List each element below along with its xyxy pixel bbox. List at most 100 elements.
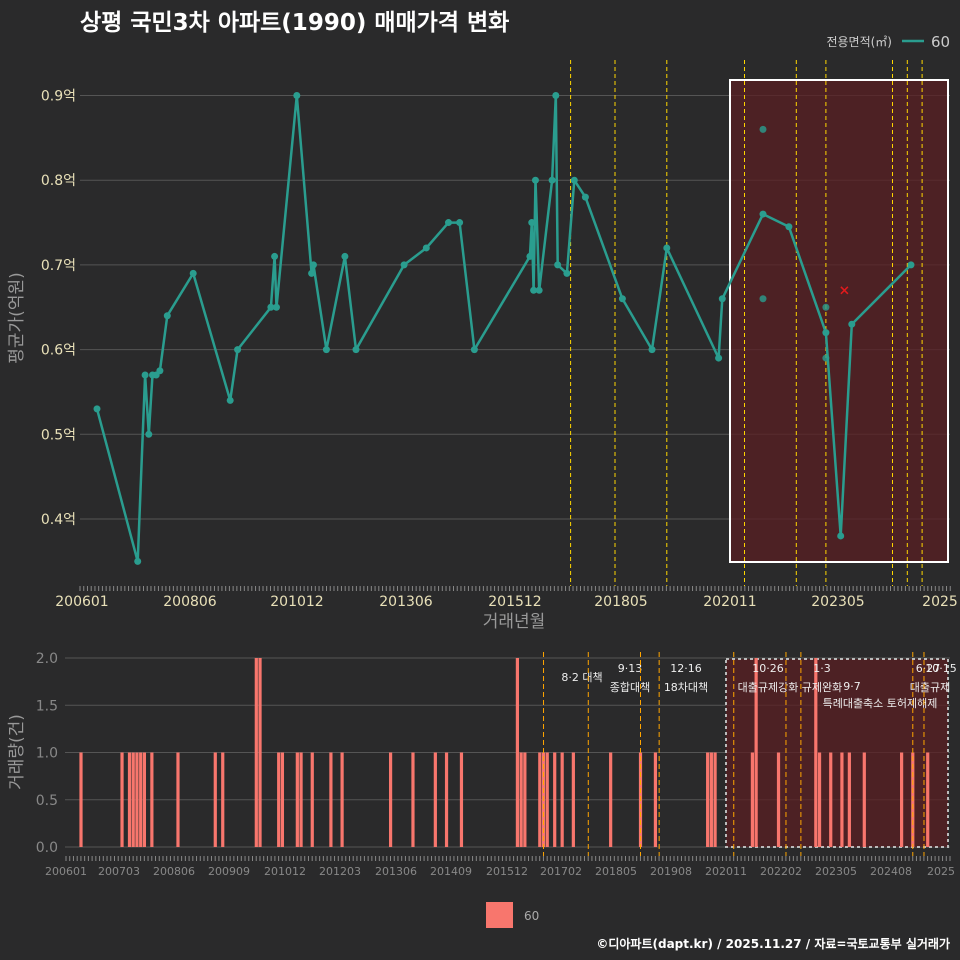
volume-bar [571,752,575,847]
bottom-x-tick-label: 201512 [486,865,528,878]
price-point [528,219,536,227]
volume-bar [609,752,613,847]
price-point [341,252,349,260]
price-point [267,303,275,311]
price-outlier-point [759,125,767,133]
top-x-axis: 200601 200806 201012 201306 201512 201805 2020… [55,586,958,610]
top-y-tick-label: 0.7억 [41,258,76,274]
price-point [785,223,793,231]
volume-bar [459,752,464,847]
footer-credit: ©디아파트(dapt.kr) / 2025.11.27 / 자료=국토교통부 실… [596,936,950,951]
volume-bar [79,752,83,847]
volume-bar [545,752,549,847]
volume-bar [847,752,851,847]
policy-label: 특례대출축소 토허제해제 [823,696,938,710]
bottom-x-tick-label: 201908 [650,865,692,878]
price-point [400,261,408,269]
top-y-tick-label: 0.4억 [41,512,76,528]
volume-bar [754,658,758,847]
price-point [156,367,164,375]
price-point [322,346,330,354]
volume-bar [295,752,299,847]
top-highlight-box [729,79,949,563]
bottom-y-axis-label: 거래량(건) [7,714,27,790]
price-outlier-point [822,303,830,311]
price-point [618,295,626,303]
volume-bar [817,752,822,847]
top-x-tick-label: 200806 [163,594,217,610]
top-x-tick-label: 202011 [703,594,756,610]
volume-bar [254,658,258,847]
bottom-legend-label: 60 [524,909,539,923]
volume-bar [176,752,180,847]
bottom-x-tick-label: 202305 [815,865,857,878]
volume-bar [131,752,135,847]
top-x-tick-label: 201512 [488,594,541,610]
bottom-x-axis: 200601 200703 200806 200909 201012 201203 2013… [45,856,955,878]
policy-label: 8·2 대책 [561,671,602,684]
volume-bar [653,752,658,847]
top-y-tick-label: 0.9억 [41,89,76,105]
volume-bar [750,752,754,847]
bottom-x-tick-label: 202408 [870,865,912,878]
policy-label: 10·15 [925,662,957,675]
top-gridlines [80,95,950,520]
price-point [293,92,301,99]
bottom-x-tick-label: 201409 [430,865,472,878]
cancelled-trade-marker [840,286,849,295]
price-point [470,346,478,354]
volume-bar [280,752,285,847]
price-point [271,252,279,260]
price-point [848,320,856,328]
bottom-highlight-region [725,658,949,848]
price-point [456,219,464,227]
bottom-x-tick-label: 200703 [98,865,140,878]
bottom-y-tick-label: 2.0 [36,651,58,667]
price-point [189,269,197,277]
legend-label: 60 [931,33,950,51]
top-policy-lines [570,60,923,586]
volume-bar [538,752,542,847]
volume-bar [523,752,527,847]
price-point [93,405,101,413]
policy-label: 9·7 [843,680,861,693]
volume-bar [862,752,866,847]
policy-label: 종합대책 [610,681,650,694]
policy-label: 대출규제강화 [738,681,799,694]
volume-bar [814,658,818,847]
price-point [531,176,539,184]
volume-bar [900,752,904,847]
volume-bar [135,752,139,847]
price-point [759,210,767,218]
volume-bar [221,752,225,847]
top-y-tick-label: 0.5억 [41,427,76,443]
top-y-axis: 0.4억 0.5억 0.6억 0.7억 0.8억 0.9억 [41,89,76,529]
volume-bar [258,658,262,847]
volume-bar [709,752,713,847]
policy-label: 1·3 [813,662,831,675]
policy-label: 규제완화 [802,681,842,694]
volume-bar [776,752,781,847]
price-point [822,329,830,337]
policy-label: 9·13 [618,662,643,675]
top-highlight-region [729,79,949,563]
bottom-y-axis: 0.0 0.5 1.0 1.5 2.0 [36,651,58,856]
top-x-axis-label: 거래년월 [483,612,546,632]
volume-bar [926,752,930,847]
volume-bar [433,752,437,847]
price-point [272,303,280,311]
price-point [530,286,538,294]
bottom-x-tick-label: 201805 [595,865,637,878]
volume-bar [120,752,124,847]
top-x-tick-label: 2025 [922,594,958,610]
price-point [352,346,360,354]
volume-bar [142,752,147,847]
top-x-tick-label: 201805 [594,594,647,610]
price-point [570,176,578,184]
policy-label: 6·27 [916,662,941,675]
price-outlier-point [822,354,830,362]
top-y-tick-label: 0.6억 [41,343,76,359]
price-point [718,295,726,303]
legend-title: 전용면적(㎡) [826,35,892,49]
